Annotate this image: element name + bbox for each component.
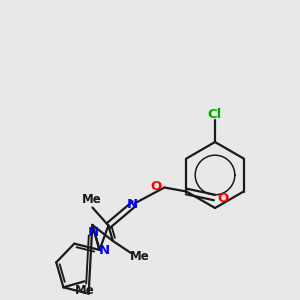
Text: N: N <box>99 244 110 257</box>
Text: Me: Me <box>82 193 101 206</box>
Text: N: N <box>127 198 138 211</box>
Text: Cl: Cl <box>208 107 222 121</box>
Text: Me: Me <box>130 250 150 263</box>
Text: Me: Me <box>75 284 94 297</box>
Text: O: O <box>151 180 162 193</box>
Text: N: N <box>88 226 99 239</box>
Text: O: O <box>218 192 229 205</box>
